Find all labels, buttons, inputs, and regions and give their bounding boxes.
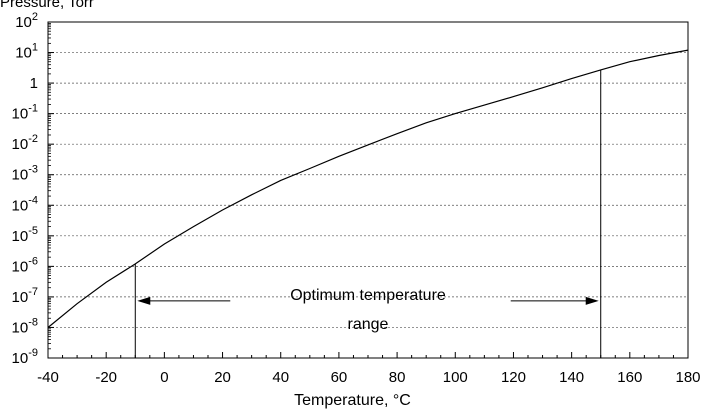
y-tick-labels: 102 101 1 10-1 10-2 10-3 10-4 10-5 10-6 10-7 10-8 1…	[12, 11, 38, 367]
annotation-line-2: range	[348, 316, 389, 333]
y-tick-label: 102	[15, 11, 38, 31]
y-tick-label: 10-6	[12, 255, 38, 275]
y-tick-label: 101	[15, 42, 38, 62]
y-tick-label: 10-9	[12, 347, 38, 367]
y-tick-label: 10-7	[12, 286, 38, 306]
x-tick-label: 140	[559, 369, 584, 386]
x-tick-label: 120	[501, 369, 526, 386]
plot-frame	[47, 21, 689, 359]
annotation-line-1: Optimum temperature	[290, 287, 446, 304]
pressure-curve	[47, 49, 689, 328]
y-tick-label: 10-1	[12, 103, 38, 123]
range-markers	[134, 69, 602, 358]
arrow-right-head	[585, 296, 599, 305]
x-tick-label: -40	[37, 369, 59, 386]
x-tick-label: 40	[272, 369, 289, 386]
x-tick-label: 0	[160, 369, 168, 386]
x-tick-label: 100	[443, 369, 468, 386]
y-tick-label: 10-3	[12, 164, 38, 184]
x-tick-labels: -40 -20 0 20 40 60 80 100 120 140 160 180	[37, 369, 700, 386]
y-tick-label: 10-5	[12, 225, 38, 245]
x-tick-label: 80	[389, 369, 406, 386]
x-tick-label: 180	[675, 369, 700, 386]
y-tick-label: 10-4	[12, 194, 38, 214]
grid-lines	[48, 52, 688, 328]
y-tick-label: 1	[30, 75, 38, 92]
arrow-left-head	[137, 296, 151, 305]
x-tick-label: 160	[617, 369, 642, 386]
x-tick-label: 20	[214, 369, 231, 386]
optimum-range-annotation: Optimum temperature range	[137, 287, 599, 333]
y-axis-title: Pressure, Torr	[0, 0, 94, 11]
y-tick-label: 10-8	[12, 316, 38, 336]
x-axis-title: Temperature, °C	[294, 392, 411, 409]
x-tick-label: -20	[95, 369, 117, 386]
y-tick-label: 10-2	[12, 133, 38, 153]
x-tick-label: 60	[331, 369, 348, 386]
